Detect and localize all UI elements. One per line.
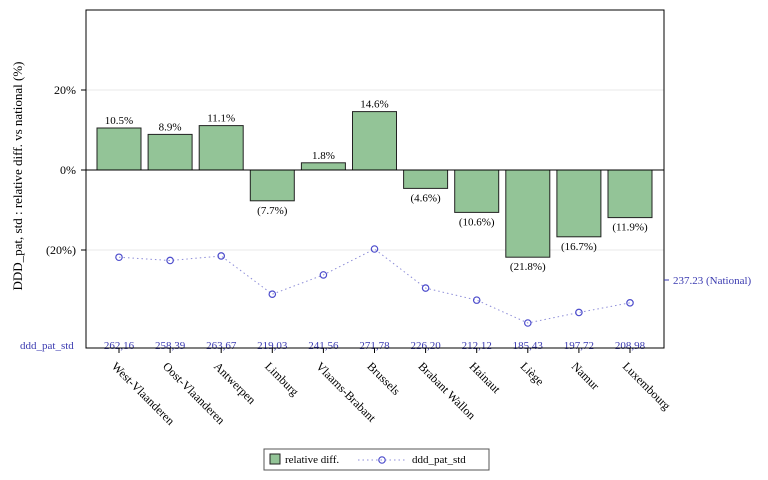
y-axis-label: DDD_pat, std : relative diff. vs nationa… [10,61,25,290]
bar-value-label-6: (4.6%) [410,192,441,204]
std-series-line [118,248,631,324]
std-value-8: 185,43 [513,340,544,352]
national-label: 237.23 (National) [673,275,752,287]
std-value-0: 262,16 [104,340,135,352]
x-tick-label-2: Antwerpen [211,359,259,407]
bar-2 [198,125,244,171]
bar-value-label-3: (7.7%) [257,205,288,217]
bar-8 [505,169,551,258]
std-point-6 [421,284,430,292]
legend: relative diff. ddd_pat_std [263,448,490,471]
std-point-7 [472,296,481,304]
x-tick-label-7: Hainaut [467,359,504,396]
bar-0 [96,127,142,171]
std-point-5 [370,245,379,253]
std-point-0 [115,253,123,262]
std-value-2: 263,67 [206,340,237,352]
bar-value-label-10: (11.9%) [612,222,648,234]
bar-value-label-9: (16.7%) [561,241,597,253]
bars-layer [86,111,664,258]
bar-10 [607,169,653,219]
legend-bar-swatch [269,453,281,465]
x-tick-label-10: Luxembourg [620,359,674,413]
bar-7 [454,169,500,213]
y-tick-label-0: 20% [54,83,76,97]
bar-value-label-5: 14.6% [360,99,388,111]
std-point-1 [166,256,174,265]
std-value-6: 226,20 [410,340,441,352]
std-value-10: 208,98 [615,340,646,352]
bar-value-label-1: 8.9% [159,121,182,133]
std-row-label: ddd_pat_std [20,340,74,352]
bar-6 [403,169,449,189]
bar-value-label-8: (21.8%) [510,261,546,273]
y-axis: 20% 0% (20%) [46,83,86,257]
std-point-4 [319,271,328,279]
bar-4 [300,162,346,171]
bar-value-label-0: 10.5% [105,115,133,127]
x-tick-label-5: Brussels [364,359,403,398]
std-value-7: 212,12 [462,340,492,352]
legend-line-label: ddd_pat_std [412,454,466,466]
legend-dot-swatch [378,456,386,464]
x-tick-label-3: Limburg [262,359,301,398]
x-tick-label-9: Namur [569,359,602,392]
std-value-4: 241,56 [308,340,339,352]
labels-layer: 10.5% 8.9% 11.1% (7.7%) 1.8% 14.6% (4.6%) (10.6… [104,99,648,352]
line-layer [115,245,634,327]
std-point-9 [575,308,583,317]
bar-value-label-4: 1.8% [312,150,335,162]
std-value-3: 219,03 [257,340,288,352]
y-tick-label-1: 0% [60,163,76,177]
legend-bar-label: relative diff. [285,454,339,466]
bar-3 [249,169,295,202]
bar-5 [352,111,397,171]
x-tick-label-8: Liège [518,359,547,388]
bar-9 [556,169,602,238]
bar-value-label-2: 11.1% [207,113,235,125]
std-value-5: 271,78 [359,340,390,352]
std-point-3 [268,290,277,299]
std-point-10 [626,299,634,307]
std-value-9: 197,72 [564,340,594,352]
y-tick-label-2: (20%) [46,243,76,257]
bar-1 [147,133,193,171]
std-value-1: 258,39 [155,340,186,352]
std-point-8 [523,319,532,327]
bar-value-label-7: (10.6%) [459,216,495,228]
std-point-2 [217,252,226,260]
